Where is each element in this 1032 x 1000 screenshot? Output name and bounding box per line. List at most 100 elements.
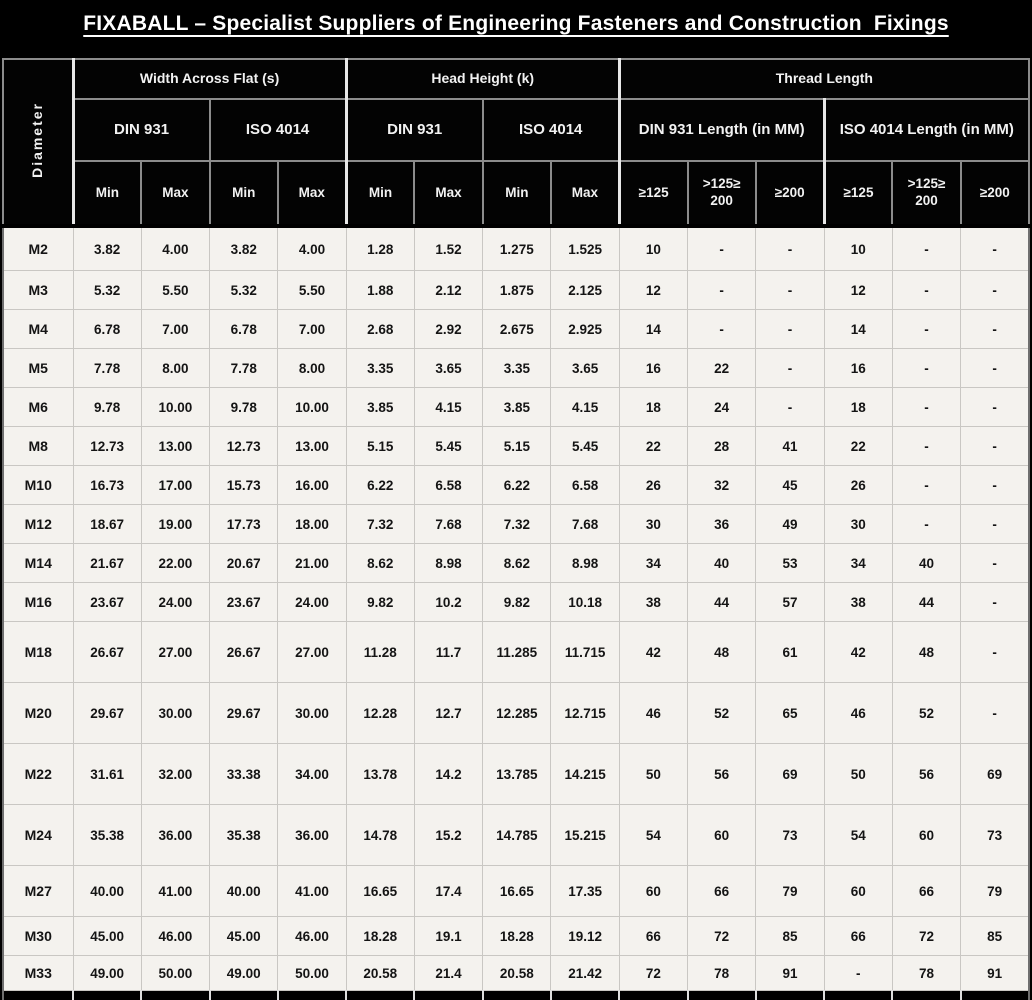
- column-header-min: Min: [71, 160, 143, 227]
- value-cell: 6.22: [345, 465, 415, 505]
- value-cell: 26: [618, 465, 689, 505]
- value-cell: 50.00: [277, 955, 347, 991]
- value-cell: 78: [687, 955, 757, 991]
- value-cell: 5.32: [209, 270, 279, 310]
- diameter-column-header: Diameter: [2, 58, 74, 228]
- value-cell: 12.285: [482, 682, 552, 744]
- value-cell: 60: [823, 865, 893, 917]
- subgroup-header-waf-din931: DIN 931: [71, 98, 211, 162]
- value-cell: 45: [755, 465, 825, 505]
- column-header-ge200: ≥200: [754, 160, 826, 227]
- value-cell: 12.715: [550, 682, 620, 744]
- value-cell: 46.00: [277, 916, 347, 956]
- subgroup-header-waf-iso4014: ISO 4014: [208, 98, 348, 162]
- value-cell: 15.73: [209, 465, 279, 505]
- value-cell: 2.92: [413, 309, 484, 349]
- bottom-border-cell: [71, 990, 142, 1000]
- value-cell: 10.2: [413, 582, 484, 622]
- column-header-min: Min: [481, 160, 552, 227]
- value-cell: 42: [823, 621, 893, 683]
- value-cell: -: [755, 348, 825, 388]
- value-cell: 21.67: [72, 543, 142, 583]
- value-cell: 46.00: [140, 916, 211, 956]
- value-cell: 60: [618, 865, 689, 917]
- value-cell: 8.00: [140, 348, 211, 388]
- value-cell: 18.28: [482, 916, 552, 956]
- value-cell: -: [960, 582, 1030, 622]
- value-cell: 30.00: [277, 682, 347, 744]
- value-cell: 18.67: [72, 504, 142, 544]
- table-row: M3 5.32 5.50 5.32 5.50 1.88 2.12 1.875 2.125 12- -…: [2, 270, 1030, 310]
- value-cell: 34: [823, 543, 893, 583]
- value-cell: 8.00: [277, 348, 347, 388]
- value-cell: 9.82: [482, 582, 552, 622]
- value-cell: 54: [823, 804, 893, 866]
- value-cell: 44: [687, 582, 757, 622]
- value-cell: 16: [618, 348, 689, 388]
- table-header: Diameter Width Across Flat (s) Head Heig…: [2, 58, 1031, 228]
- subgroup-header-hh-din931: DIN 931: [344, 98, 484, 162]
- diameter-cell: M14: [2, 543, 74, 583]
- diameter-cell: M6: [2, 387, 74, 427]
- value-cell: 78: [891, 955, 962, 991]
- value-cell: 7.68: [413, 504, 484, 544]
- table-row: M18 26.67 27.00 26.67 27.00 11.28 11.7 11.285 11…: [2, 621, 1030, 683]
- column-header-gt125-le200: >125≥ 200: [891, 160, 962, 227]
- value-cell: 27.00: [140, 621, 211, 683]
- table-row: M30 45.00 46.00 45.00 46.00 18.28 19.1 18.28 19.…: [2, 916, 1030, 956]
- value-cell: 52: [687, 682, 757, 744]
- diameter-cell: M10: [2, 465, 74, 505]
- value-cell: 21.4: [413, 955, 484, 991]
- value-cell: -: [687, 225, 757, 271]
- value-cell: 12.7: [413, 682, 484, 744]
- value-cell: 56: [891, 743, 962, 805]
- value-cell: -: [960, 270, 1030, 310]
- value-cell: 5.15: [345, 426, 415, 466]
- value-cell: 54: [618, 804, 689, 866]
- value-cell: -: [755, 270, 825, 310]
- value-cell: 45.00: [72, 916, 142, 956]
- value-cell: 36.00: [277, 804, 347, 866]
- value-cell: 16.73: [72, 465, 142, 505]
- value-cell: 19.1: [413, 916, 484, 956]
- value-cell: 26.67: [209, 621, 279, 683]
- value-cell: -: [755, 225, 825, 271]
- value-cell: 3.65: [413, 348, 484, 388]
- value-cell: 7.00: [277, 309, 347, 349]
- group-header-thread-length: Thread Length: [617, 58, 1030, 100]
- table-row: M14 21.67 22.00 20.67 21.00 8.62 8.98 8.62 8.98 3…: [2, 543, 1030, 583]
- value-cell: 22: [823, 426, 893, 466]
- table-row: M16 23.67 24.00 23.67 24.00 9.82 10.2 9.82 10.18…: [2, 582, 1030, 622]
- value-cell: 3.82: [72, 225, 142, 271]
- value-cell: 7.68: [550, 504, 620, 544]
- value-cell: 36: [687, 504, 757, 544]
- bottom-border-cell: [208, 990, 278, 1000]
- value-cell: 14: [823, 309, 893, 349]
- column-header-max: Max: [276, 160, 348, 227]
- value-cell: 4.15: [550, 387, 620, 427]
- value-cell: 6.58: [550, 465, 620, 505]
- value-cell: 14: [618, 309, 689, 349]
- value-cell: 12.73: [209, 426, 279, 466]
- column-header-ge125: ≥125: [822, 160, 894, 227]
- value-cell: 13.00: [140, 426, 211, 466]
- column-header-gt125-le200: >125≥ 200: [686, 160, 757, 227]
- subgroup-header-din931-length: DIN 931 Length (in MM): [617, 98, 826, 162]
- value-cell: 17.4: [413, 865, 484, 917]
- value-cell: 18: [823, 387, 893, 427]
- value-cell: 3.85: [345, 387, 415, 427]
- value-cell: 6.22: [482, 465, 552, 505]
- value-cell: 17.35: [550, 865, 620, 917]
- value-cell: 2.68: [345, 309, 415, 349]
- value-cell: 16.65: [345, 865, 415, 917]
- value-cell: 10.00: [140, 387, 211, 427]
- value-cell: 3.35: [345, 348, 415, 388]
- value-cell: 41: [755, 426, 825, 466]
- diameter-cell: M22: [2, 743, 74, 805]
- table-row: M12 18.67 19.00 17.73 18.00 7.32 7.68 7.32 7.68 3…: [2, 504, 1030, 544]
- value-cell: 2.12: [413, 270, 484, 310]
- value-cell: -: [960, 504, 1030, 544]
- value-cell: 20.58: [345, 955, 415, 991]
- group-header-row: Diameter Width Across Flat (s) Head Heig…: [2, 58, 1030, 228]
- value-cell: 33.38: [209, 743, 279, 805]
